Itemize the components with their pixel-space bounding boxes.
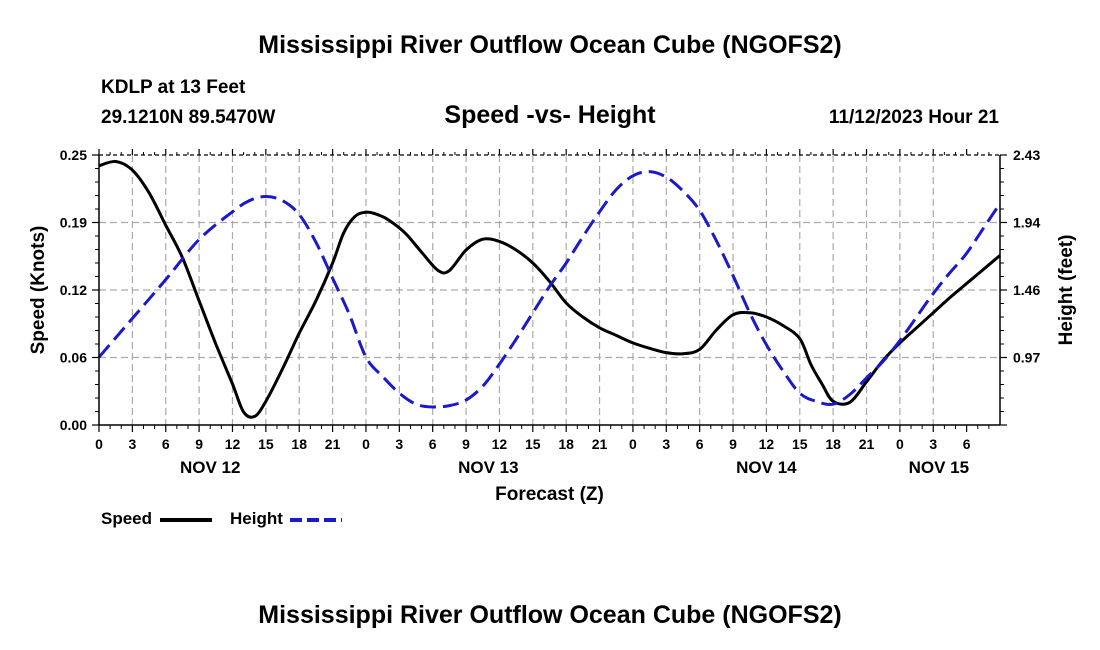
legend: Speed [101, 509, 152, 529]
x-day-label: NOV 15 [909, 458, 969, 477]
x-tick-label: 15 [525, 436, 541, 452]
y-right-tick-label: 0.97 [1013, 350, 1040, 366]
y-right-tick-label: 1.46 [1013, 282, 1040, 298]
y-left-tick-label: 0.06 [60, 350, 87, 366]
x-day-label: NOV 13 [458, 458, 518, 477]
axes-layer [92, 149, 1007, 432]
legend-height: Height [230, 509, 283, 529]
series-line-speed [98, 159, 1001, 419]
x-tick-label: 0 [896, 436, 904, 452]
x-tick-label: 21 [325, 436, 341, 452]
x-tick-label: 0 [362, 436, 370, 452]
x-tick-label: 3 [662, 436, 670, 452]
x-tick-label: 9 [195, 436, 203, 452]
series-layer [97, 159, 1002, 419]
station-label: KDLP at 13 Feet [101, 77, 246, 98]
y-right-axis-title: Height (feet) [1056, 235, 1077, 346]
x-tick-label: 0 [629, 436, 637, 452]
x-tick-label: 3 [929, 436, 937, 452]
grid-layer [99, 155, 1000, 425]
y-left-tick-label: 0.12 [60, 282, 87, 298]
chart-subtitle: Speed -vs- Height [444, 101, 656, 129]
x-tick-label: 12 [492, 436, 508, 452]
x-tick-label: 12 [225, 436, 241, 452]
station-coordinates: 29.1210N 89.5470W [101, 107, 276, 128]
x-tick-label: 21 [859, 436, 875, 452]
x-day-label: NOV 14 [736, 458, 797, 477]
forecast-datetime: 11/12/2023 Hour 21 [828, 107, 999, 128]
x-tick-label: 18 [558, 436, 574, 452]
y-right-tick-label: 2.43 [1013, 147, 1040, 163]
legend-speed-swatch [160, 518, 212, 522]
legend-height-label: Height [230, 509, 283, 528]
x-tick-label: 6 [162, 436, 170, 452]
x-tick-label: 6 [696, 436, 704, 452]
y-left-axis-title: Speed (Knots) [28, 226, 49, 355]
x-tick-label: 3 [128, 436, 136, 452]
footer-title: Mississippi River Outflow Ocean Cube (NG… [258, 601, 842, 629]
y-left-tick-label: 0.19 [60, 215, 87, 231]
series-line-height [97, 170, 1002, 409]
chart-main-title: Mississippi River Outflow Ocean Cube (NG… [258, 31, 842, 59]
x-tick-label: 18 [291, 436, 307, 452]
x-tick-label: 15 [258, 436, 274, 452]
y-left-tick-label: 0.25 [60, 147, 87, 163]
x-tick-label: 3 [395, 436, 403, 452]
x-tick-label: 9 [729, 436, 737, 452]
y-left-tick-label: 0.00 [60, 417, 87, 433]
x-tick-label: 6 [963, 436, 971, 452]
x-tick-label: 12 [759, 436, 775, 452]
x-tick-label: 15 [792, 436, 808, 452]
x-tick-label: 9 [462, 436, 470, 452]
x-tick-label: 6 [429, 436, 437, 452]
y-right-tick-label: 1.94 [1013, 215, 1040, 231]
x-axis-title: Forecast (Z) [495, 484, 604, 505]
x-tick-label: 0 [95, 436, 103, 452]
x-tick-label: 21 [592, 436, 608, 452]
legend-speed-label: Speed [101, 509, 153, 528]
legend-height-swatch [290, 518, 342, 522]
labels-layer: 0 3 6 9 12 15 18 21 0 3 6 9 12 15 18 21 0 3 6 9 12 15 18 21 0 3 6N… [28, 147, 1077, 505]
x-tick-label: 18 [825, 436, 841, 452]
x-day-label: NOV 12 [180, 458, 240, 477]
